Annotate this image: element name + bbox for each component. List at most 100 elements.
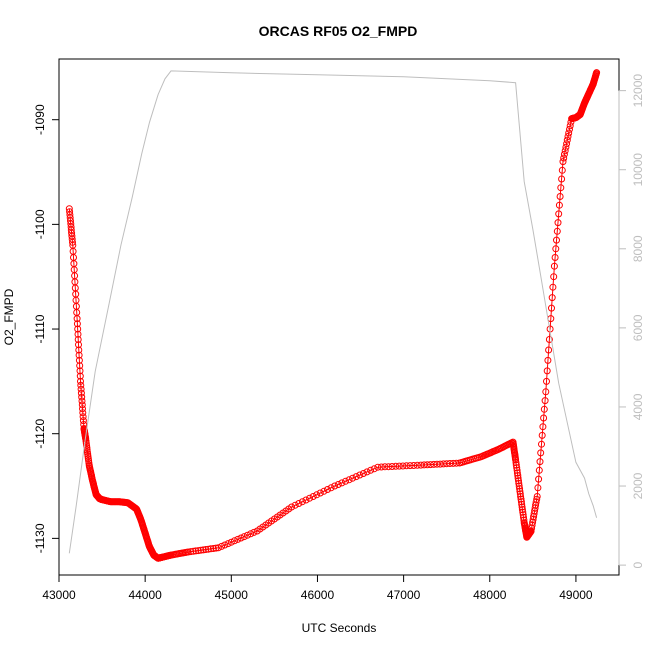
- series-left-point: [554, 219, 562, 227]
- series-left-point: [553, 236, 560, 244]
- series-left-point: [79, 409, 87, 417]
- series-left-point: [69, 238, 76, 246]
- series-left-point: [593, 69, 601, 77]
- series-left-point: [562, 143, 570, 151]
- series-left-point: [192, 547, 200, 555]
- series-left-point: [338, 479, 346, 487]
- series-left-point: [187, 548, 195, 556]
- series-left-point: [403, 462, 410, 470]
- series-left-point: [199, 546, 207, 554]
- x-axis: 43000 44000 45000 46000 47000 48000 49000: [42, 574, 593, 602]
- series-left-point: [539, 423, 547, 431]
- series-left-point: [520, 513, 527, 521]
- series-left-point: [184, 548, 192, 556]
- series-left-point: [512, 456, 520, 464]
- series-left-point: [231, 537, 238, 545]
- series-left-point: [538, 431, 546, 439]
- x-axis-label: UTC Seconds: [302, 621, 377, 635]
- series-left-point: [519, 511, 527, 519]
- series-left-point: [555, 201, 563, 209]
- series-left-point: [381, 463, 389, 471]
- series-left-point: [537, 449, 545, 457]
- series-left-point: [76, 367, 84, 375]
- series-left-point: [324, 486, 331, 493]
- series-left-point: [309, 493, 317, 500]
- series-left-point: [436, 460, 444, 468]
- series-left-point: [399, 462, 407, 470]
- series-left-point: [516, 490, 524, 498]
- series-left-point: [349, 474, 357, 482]
- series-left-point: [363, 468, 371, 476]
- series-left-point: [548, 294, 556, 302]
- x-tick-label: 48000: [473, 588, 507, 602]
- series-left-point: [540, 405, 548, 413]
- x-tick-label: 46000: [301, 588, 335, 602]
- y2-tick-label: 8000: [631, 235, 645, 262]
- series-left-point: [516, 485, 524, 493]
- series-left-point: [204, 545, 212, 553]
- series-left-point: [73, 315, 81, 323]
- series-left-point: [563, 136, 571, 144]
- series-left-point: [516, 487, 524, 495]
- series-left-point: [533, 495, 541, 503]
- x-tick-label: 44000: [128, 588, 162, 602]
- series-left-point: [561, 147, 569, 155]
- series-left-point: [75, 346, 83, 354]
- y-tick-label: -1100: [33, 209, 47, 239]
- series-left-point: [543, 367, 551, 375]
- series-left-point: [533, 493, 541, 500]
- x-tick-label: 49000: [559, 588, 593, 602]
- series-left-point: [410, 462, 418, 469]
- series-left-point: [553, 227, 561, 235]
- series-left-point: [302, 496, 310, 504]
- series-left-point: [359, 470, 367, 477]
- series-left-point: [549, 283, 557, 291]
- y2-tick-label: 6000: [631, 314, 645, 341]
- series-left-point: [189, 547, 197, 555]
- series-left-point: [558, 175, 566, 183]
- series-right-line: [68, 70, 598, 554]
- series-left-point: [237, 534, 245, 542]
- series-left-point: [535, 466, 543, 474]
- series-left-point: [79, 417, 87, 425]
- series-left-point: [197, 546, 205, 554]
- series-left-point: [79, 413, 87, 421]
- y2-tick-label: 4000: [631, 393, 645, 420]
- series-left-point: [244, 531, 251, 539]
- series-left-point: [433, 460, 441, 468]
- series-left-point: [518, 503, 526, 511]
- series-left-point: [221, 541, 229, 549]
- series-left-point: [75, 356, 83, 364]
- series-left-point: [513, 466, 521, 474]
- series-left-point: [452, 459, 460, 467]
- series-left-point: [316, 489, 324, 497]
- series-left-point: [78, 397, 86, 405]
- series-left-point: [78, 393, 86, 401]
- series-left-point: [565, 129, 573, 137]
- series-left-point: [77, 385, 85, 393]
- series-left-point: [541, 397, 549, 405]
- series-left-point: [515, 479, 523, 487]
- y-tick-label: -1110: [33, 314, 47, 343]
- series-left-point: [417, 461, 425, 469]
- series-left-point: [563, 140, 571, 148]
- series-left-point: [209, 545, 217, 552]
- series-left-point: [385, 463, 392, 471]
- series-left-point: [566, 122, 574, 130]
- series-left-point: [550, 262, 558, 270]
- series-left-point: [518, 500, 526, 508]
- series-left-point: [566, 125, 573, 133]
- y2-tick-label: 12000: [631, 74, 645, 108]
- series-left-point: [513, 469, 521, 477]
- series-left-point: [560, 150, 568, 158]
- x-tick-label: 47000: [387, 588, 421, 602]
- series-left-point: [352, 473, 360, 481]
- y-axis-right: 0 2000 4000 6000 8000 10000 12000: [618, 74, 645, 568]
- series-left-point: [555, 210, 563, 218]
- series-left-point: [247, 530, 255, 538]
- series-left-point: [518, 506, 526, 514]
- series-left-point: [306, 494, 314, 502]
- series-left-point: [313, 491, 321, 499]
- y2-tick-label: 10000: [631, 153, 645, 187]
